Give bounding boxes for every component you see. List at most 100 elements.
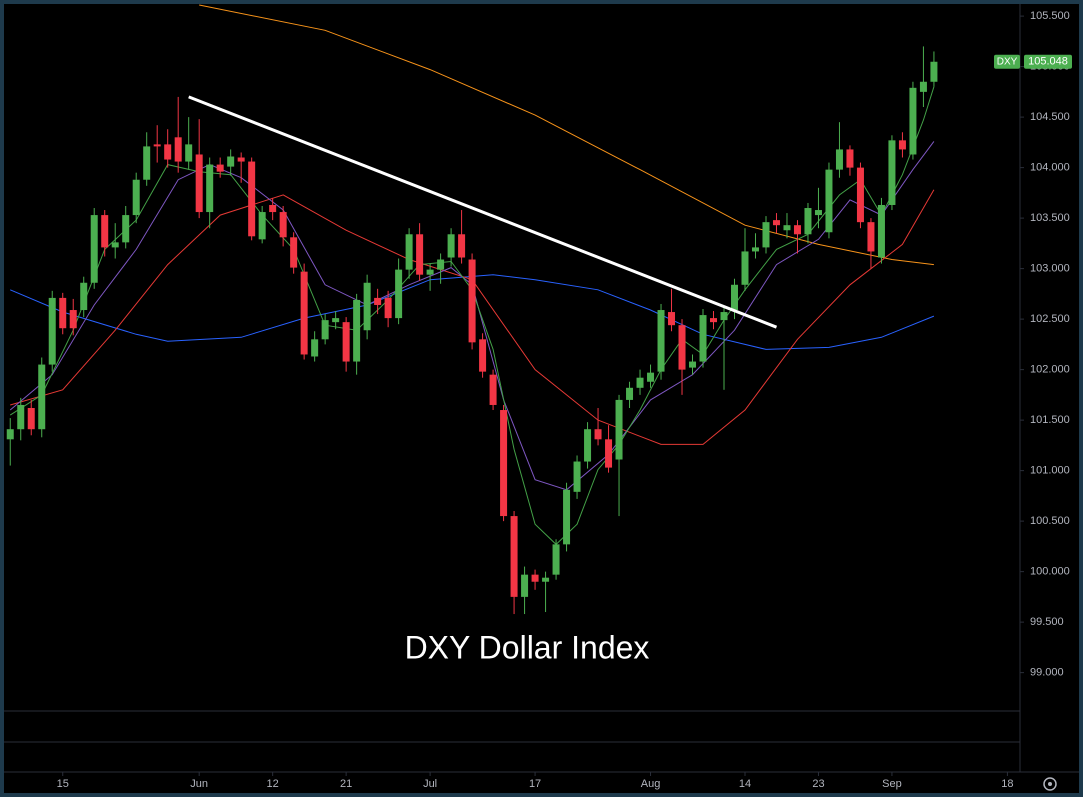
candle-body: [332, 318, 340, 323]
candle-body: [122, 215, 130, 243]
candle-body: [521, 574, 529, 597]
candle-body: [647, 372, 655, 382]
settings-button[interactable]: [1043, 777, 1057, 791]
symbol-badge: [994, 54, 1020, 69]
candle-body: [877, 204, 885, 258]
candle-body: [563, 489, 571, 545]
candle-body: [510, 516, 518, 597]
x-tick-label: 18: [1001, 778, 1013, 790]
symbol-label: DXY: [997, 56, 1018, 67]
candle-body: [216, 164, 224, 172]
candle-body: [772, 220, 780, 226]
candle-body: [605, 439, 613, 468]
candle-body: [751, 247, 759, 252]
candle-body: [856, 167, 864, 223]
candle-body: [678, 325, 686, 370]
y-tick-label: 101.000: [1030, 465, 1070, 477]
y-tick-label: 103.500: [1030, 212, 1070, 224]
y-tick-label: 104.500: [1030, 111, 1070, 123]
chart-title: DXY Dollar Index: [405, 629, 650, 665]
candle-body: [132, 179, 140, 216]
candle-body: [248, 161, 256, 237]
candle-body: [930, 61, 938, 82]
candle-body: [269, 204, 277, 213]
candle-body: [615, 399, 623, 460]
candle-body: [363, 282, 371, 331]
settings-icon[interactable]: [1043, 777, 1057, 791]
candle-body: [38, 364, 46, 430]
candle-body: [290, 237, 298, 268]
x-tick-label: 21: [340, 778, 352, 790]
candle-body: [101, 215, 109, 248]
moving-average-line: [10, 189, 935, 445]
x-tick-label: Jun: [190, 778, 208, 790]
candle-body: [384, 297, 392, 319]
candle-body: [909, 87, 917, 155]
x-tick-label: Sep: [882, 778, 902, 790]
x-tick-label: Jul: [423, 778, 437, 790]
moving-average-line: [199, 4, 934, 266]
candle-body: [500, 410, 508, 517]
candle-body: [867, 222, 875, 252]
candle-body: [531, 574, 539, 582]
candle-body: [48, 297, 56, 365]
moving-average-line: [9, 141, 935, 491]
candle-body: [426, 269, 434, 275]
x-tick-label: 23: [812, 778, 824, 790]
candle-body: [174, 137, 182, 162]
candle-body: [185, 144, 193, 162]
candle-body: [710, 318, 718, 323]
y-tick-label: 101.500: [1030, 414, 1070, 426]
y-tick-label: 102.000: [1030, 364, 1070, 376]
candle-body: [195, 154, 203, 213]
candle-body: [542, 577, 550, 582]
candle-body: [311, 339, 319, 357]
candle-body: [636, 377, 644, 388]
candle-body: [489, 374, 497, 405]
moving-average-line: [10, 274, 935, 350]
candle-body: [353, 299, 361, 362]
candle-body: [111, 242, 119, 248]
trendline: [188, 95, 778, 329]
y-tick-label: 103.000: [1030, 263, 1070, 275]
candle-body: [720, 312, 728, 321]
candle-body: [762, 222, 770, 248]
candle-body: [573, 461, 581, 492]
candle-body: [416, 234, 424, 275]
y-tick-label: 100.500: [1030, 515, 1070, 527]
candle-body: [846, 149, 854, 168]
candle-body: [730, 284, 738, 311]
y-tick-label: 99.500: [1030, 616, 1064, 628]
candle-body: [898, 140, 906, 150]
candle-body: [626, 387, 634, 400]
candle-body: [447, 234, 455, 258]
candle-body: [279, 212, 287, 238]
candle-body: [825, 169, 833, 233]
candle-body: [405, 234, 413, 270]
candle-body: [468, 259, 476, 343]
candle-body: [258, 212, 266, 240]
candle-body: [804, 208, 812, 235]
candle-body: [793, 225, 801, 235]
y-tick-label: 99.000: [1030, 667, 1064, 679]
candle-body: [835, 149, 843, 170]
x-tick-label: 14: [739, 778, 751, 790]
x-tick-label: 17: [529, 778, 541, 790]
candle-body: [699, 315, 707, 362]
candle-body: [668, 312, 676, 326]
last-price-badge: [1024, 54, 1072, 69]
candle-body: [689, 361, 697, 368]
candle-body: [437, 259, 445, 270]
y-tick-label: 102.500: [1030, 313, 1070, 325]
candle-body: [479, 339, 487, 372]
candle-body: [80, 282, 88, 311]
candle-body: [741, 251, 749, 285]
candle-body: [206, 164, 214, 213]
candle-body: [552, 544, 560, 575]
candle-body: [17, 404, 25, 430]
settings-icon-center[interactable]: [1048, 782, 1052, 786]
